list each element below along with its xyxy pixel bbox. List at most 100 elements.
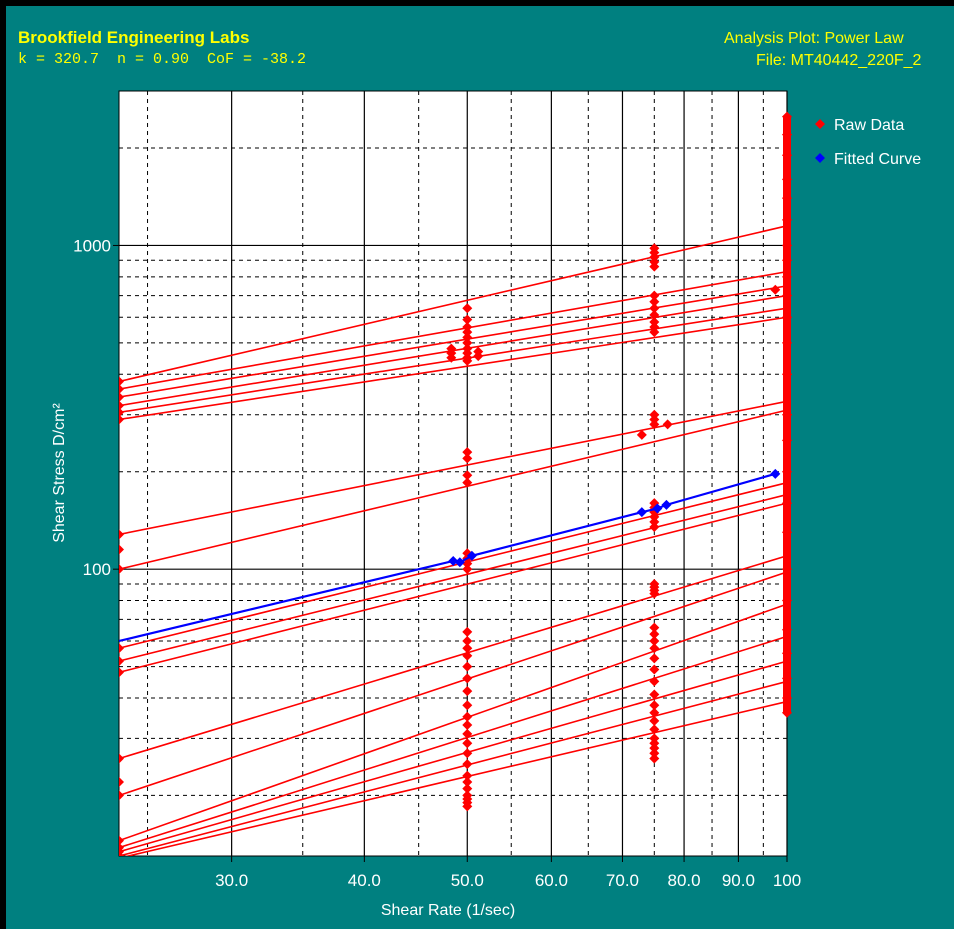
raw-data-line bbox=[119, 502, 788, 674]
raw-data-line bbox=[119, 270, 788, 390]
raw-data-point bbox=[649, 653, 660, 664]
raw-data-point bbox=[649, 676, 660, 687]
raw-data-point bbox=[119, 376, 124, 387]
raw-data-point bbox=[462, 477, 473, 488]
x-tick-label: 100 bbox=[773, 871, 801, 890]
raw-data-line bbox=[119, 493, 788, 662]
raw-data-point bbox=[462, 686, 473, 697]
raw-data-line bbox=[119, 680, 788, 856]
y-axis-title: Shear Stress D/cm² bbox=[51, 403, 68, 543]
raw-data-point bbox=[649, 327, 660, 338]
raw-data-point bbox=[462, 720, 473, 731]
raw-data-point bbox=[462, 777, 473, 788]
raw-data-point bbox=[119, 400, 124, 411]
raw-data-point bbox=[649, 748, 660, 759]
legend-label-raw: Raw Data bbox=[834, 117, 904, 134]
raw-data-line bbox=[119, 635, 788, 849]
fit-parameters: k = 320.7 n = 0.90 CoF = -38.2 bbox=[18, 51, 306, 68]
raw-data-point bbox=[119, 790, 124, 801]
raw-data-point bbox=[649, 588, 660, 599]
raw-data-point bbox=[649, 753, 660, 764]
raw-data-point bbox=[119, 753, 124, 764]
raw-data-point bbox=[119, 414, 124, 425]
x-tick-label: 70.0 bbox=[606, 871, 639, 890]
x-tick-label: 30.0 bbox=[215, 871, 248, 890]
fitted-curve-point bbox=[652, 503, 663, 514]
raw-data-point bbox=[649, 521, 660, 532]
raw-data-point bbox=[462, 700, 473, 711]
grid-lines bbox=[119, 91, 788, 856]
raw-data-point bbox=[462, 321, 473, 332]
company-name: Brookfield Engineering Labs bbox=[18, 28, 249, 47]
axis-layer: 30.0 40.0 50.0 60.0 70.0 80.0 90.0 100 100 1000 bbox=[73, 236, 801, 890]
raw-data-point bbox=[462, 332, 473, 343]
x-tick-label: 60.0 bbox=[535, 871, 568, 890]
raw-data-point bbox=[649, 261, 660, 272]
x-tick-label: 50.0 bbox=[451, 871, 484, 890]
raw-data-point bbox=[462, 748, 473, 759]
raw-data-point bbox=[119, 851, 124, 856]
raw-data-point bbox=[462, 626, 473, 637]
raw-data-point bbox=[119, 777, 124, 788]
fitted-curve-point bbox=[448, 555, 459, 566]
raw-data-point bbox=[462, 303, 473, 314]
raw-data-line bbox=[119, 660, 788, 853]
raw-data-point bbox=[119, 544, 124, 555]
raw-data-point bbox=[119, 835, 124, 846]
raw-data-point bbox=[649, 635, 660, 646]
raw-data-line bbox=[119, 603, 788, 842]
raw-data-point bbox=[662, 419, 673, 430]
raw-data-point bbox=[649, 629, 660, 640]
raw-data-point bbox=[119, 384, 124, 395]
x-axis-title: Shear Rate (1/sec) bbox=[381, 902, 515, 919]
raw-data-point bbox=[649, 321, 660, 332]
raw-data-point bbox=[462, 470, 473, 481]
legend-marker-fitted bbox=[815, 153, 825, 163]
raw-data-point bbox=[649, 309, 660, 320]
analysis-title: Analysis Plot: Power Law bbox=[724, 30, 904, 47]
raw-data-point bbox=[462, 783, 473, 794]
x-tick-label: 80.0 bbox=[668, 871, 701, 890]
data-layer bbox=[119, 111, 792, 856]
raw-data-point bbox=[462, 337, 473, 348]
raw-data-point bbox=[462, 447, 473, 458]
raw-data-point bbox=[473, 351, 484, 362]
raw-data-point bbox=[770, 284, 781, 295]
plot-area bbox=[118, 90, 788, 857]
raw-data-point bbox=[649, 516, 660, 527]
legend-marker-raw bbox=[815, 119, 825, 129]
raw-data-point bbox=[462, 564, 473, 575]
raw-data-point bbox=[119, 529, 124, 540]
raw-data-point bbox=[462, 558, 473, 569]
raw-data-column-100 bbox=[783, 116, 791, 713]
fitted-curve-point bbox=[466, 550, 477, 561]
fitted-curve-point bbox=[454, 557, 465, 568]
raw-data-line bbox=[119, 225, 788, 383]
raw-data-point bbox=[462, 673, 473, 684]
series-group bbox=[119, 111, 792, 856]
fitted-curve-point bbox=[661, 499, 672, 510]
raw-data-line bbox=[119, 555, 788, 760]
raw-data-point bbox=[649, 419, 660, 430]
raw-data-point bbox=[119, 667, 124, 678]
raw-data-point bbox=[462, 314, 473, 325]
fitted-curve-point bbox=[636, 507, 647, 518]
raw-data-point bbox=[636, 429, 647, 440]
raw-data-line bbox=[119, 400, 788, 536]
raw-data-point bbox=[649, 743, 660, 754]
raw-data-point bbox=[649, 303, 660, 314]
raw-data-point bbox=[649, 643, 660, 654]
raw-data-point bbox=[119, 656, 124, 667]
raw-data-point bbox=[462, 453, 473, 464]
raw-data-point bbox=[649, 700, 660, 711]
raw-data-line bbox=[119, 316, 788, 421]
raw-data-line bbox=[119, 571, 788, 797]
raw-data-point bbox=[649, 296, 660, 307]
raw-data-point bbox=[462, 728, 473, 739]
raw-data-point bbox=[446, 352, 457, 363]
raw-data-point bbox=[649, 689, 660, 700]
raw-data-point bbox=[462, 759, 473, 770]
raw-data-point bbox=[462, 355, 473, 366]
raw-data-point bbox=[462, 635, 473, 646]
raw-data-point bbox=[649, 707, 660, 718]
